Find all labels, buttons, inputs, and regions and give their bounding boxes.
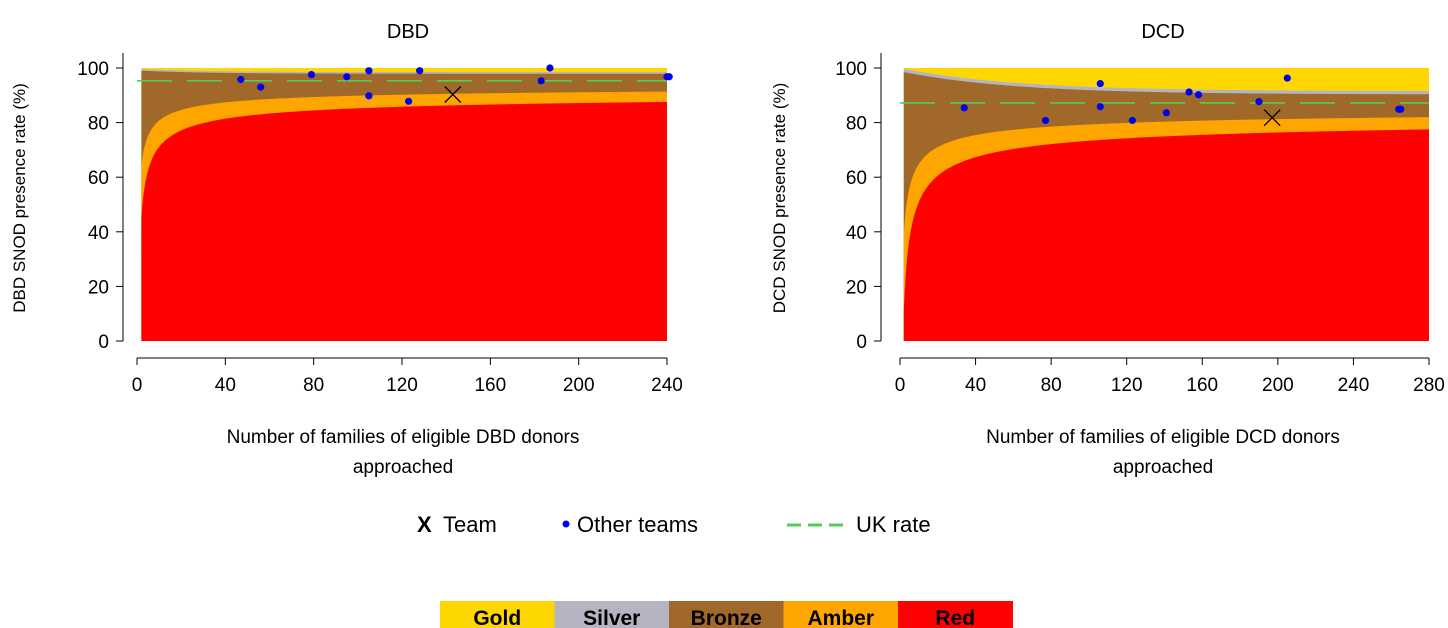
dcd-x-axis-label-line1: Number of families of eligible DCD donor… (986, 427, 1340, 448)
other-team-point (1283, 74, 1291, 82)
band-key-swatch-gold (440, 601, 555, 628)
x-tick-label: 160 (1186, 375, 1218, 396)
x-tick-label: 120 (386, 375, 418, 396)
team-marker (444, 86, 462, 103)
dcd-x-axis-label-line2: approached (1113, 457, 1213, 478)
other-team-point (546, 64, 554, 72)
other-team-point (1185, 88, 1193, 96)
x-tick-label: 200 (1262, 375, 1294, 396)
y-tick-label: 0 (856, 332, 867, 353)
band-key-label-bronze: Bronze (691, 607, 762, 628)
other-team-point (1096, 79, 1104, 88)
x-tick-label: 200 (563, 375, 595, 396)
y-tick-label: 0 (98, 332, 109, 353)
y-tick-label: 40 (88, 223, 109, 244)
dcd-other-team-points (960, 74, 1405, 125)
dcd-title: DCD (1141, 21, 1184, 43)
dbd-bands (141, 68, 667, 342)
other-team-point (1096, 103, 1104, 111)
y-tick-label: 60 (88, 168, 109, 189)
other-team-point (1255, 97, 1263, 106)
legend-team-symbol: X (417, 512, 432, 537)
legend-other-teams-label: Other teams (577, 512, 698, 537)
dbd-y-axis-label: DBD SNOD presence rate (%) (10, 83, 29, 313)
x-tick-label: 40 (215, 375, 236, 396)
x-tick-label: 160 (474, 375, 506, 396)
other-team-point (365, 92, 373, 100)
y-tick-label: 60 (846, 168, 867, 189)
legend-team-label: Team (443, 512, 497, 537)
band-key-swatch-amber (783, 601, 899, 628)
x-tick-label: 0 (132, 375, 143, 396)
band-key-swatch-silver (554, 601, 670, 628)
team-marker (1263, 109, 1281, 127)
other-team-point (960, 104, 968, 112)
band-key-swatch-red (898, 601, 1013, 628)
x-tick-label: 40 (965, 375, 986, 396)
other-team-point (237, 75, 245, 84)
dbd-title: DBD (387, 21, 429, 43)
legend-uk-rate-label: UK rate (856, 512, 931, 537)
other-team-point (416, 67, 424, 75)
x-tick-label: 280 (1413, 375, 1445, 396)
dcd-team-marker (1263, 109, 1281, 127)
band-key-label-silver: Silver (583, 607, 640, 628)
other-team-point (257, 83, 265, 91)
other-team-point (1194, 91, 1203, 99)
dcd-axes: 0 20 40 60 80 100 0 40 80 120 160 200 240 280 (835, 53, 1445, 396)
y-tick-label: 100 (835, 59, 867, 80)
dbd-x-axis-label-line2: approached (353, 457, 453, 478)
dbd-axes: 0 20 40 60 80 100 0 40 80 120 160 200 240 (77, 53, 683, 396)
y-tick-label: 40 (846, 223, 867, 244)
dbd-other-team-points (237, 64, 673, 105)
y-tick-label: 80 (88, 114, 109, 135)
other-team-point (1397, 105, 1405, 113)
x-tick-label: 80 (303, 375, 324, 396)
band-key-swatch-bronze (669, 601, 784, 628)
dbd-panel: DBD 0 20 40 60 80 100 0 40 80 120 160 200 240 DBD SN… (10, 21, 683, 478)
other-team-point (665, 73, 673, 81)
x-tick-label: 120 (1111, 375, 1143, 396)
band-red (903, 129, 1429, 341)
other-team-point (1041, 116, 1050, 125)
dbd-x-axis-label-line1: Number of families of eligible DBD donor… (227, 427, 580, 448)
other-team-point (365, 67, 373, 75)
x-tick-label: 0 (895, 375, 906, 396)
legend: X Team Other teams UK rate (417, 512, 931, 537)
dcd-bands (903, 68, 1429, 342)
other-team-point (1162, 109, 1170, 117)
y-tick-label: 100 (77, 59, 109, 80)
other-team-point (343, 73, 351, 81)
dbd-team-marker (444, 86, 462, 103)
band-key-label-gold: Gold (473, 607, 521, 628)
x-tick-label: 80 (1041, 375, 1062, 396)
other-team-point (537, 77, 545, 85)
other-team-point (307, 70, 316, 79)
band-red (141, 101, 667, 341)
band-key-label-amber: Amber (807, 607, 874, 628)
x-tick-label: 240 (651, 375, 683, 396)
other-team-point (1128, 116, 1136, 125)
legend-other-teams-dot (562, 520, 570, 528)
y-tick-label: 20 (88, 277, 109, 298)
other-team-point (405, 97, 413, 105)
dcd-panel: DCD 0 20 40 60 80 100 0 40 80 120 160 200 240 280 DCD… (770, 21, 1445, 478)
band-key-label-red: Red (935, 607, 975, 628)
dcd-y-axis-label: DCD SNOD presence rate (%) (770, 83, 789, 314)
y-tick-label: 20 (846, 277, 867, 298)
x-tick-label: 240 (1338, 375, 1370, 396)
y-tick-label: 80 (846, 114, 867, 135)
band-key: Gold Silver Bronze Amber Red (440, 601, 1013, 628)
